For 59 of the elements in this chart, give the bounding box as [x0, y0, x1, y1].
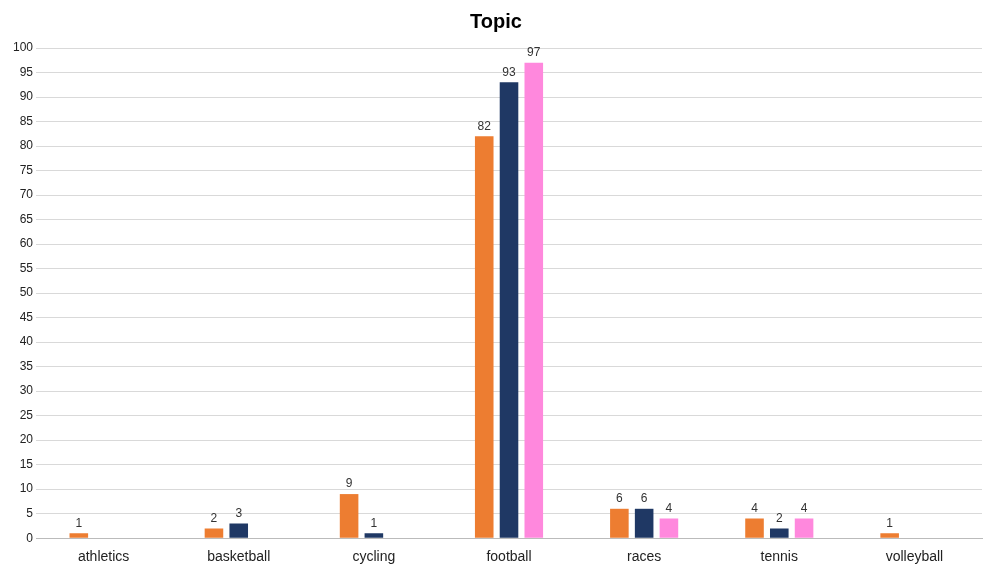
data-label: 4	[800, 500, 808, 515]
y-tick-label: 100	[12, 40, 34, 55]
y-tick-label: 5	[26, 506, 34, 520]
y-tick-label: 70	[19, 187, 34, 202]
bar	[880, 533, 899, 538]
y-tick-label: 85	[19, 113, 34, 128]
bar	[794, 518, 814, 538]
bar	[770, 528, 789, 538]
data-label: 1	[886, 515, 894, 530]
data-label: 6	[640, 491, 648, 506]
chart-title: Topic	[470, 9, 522, 32]
x-tick-label: tennis	[760, 548, 798, 565]
bar	[499, 82, 519, 538]
y-tick-label: 95	[19, 64, 34, 79]
y-tick-label: 90	[19, 89, 34, 104]
bar	[339, 494, 359, 538]
y-tick-label: 80	[19, 138, 34, 153]
y-tick-label: 50	[19, 285, 34, 300]
data-label: 93	[502, 64, 516, 79]
bar	[69, 533, 89, 538]
bar	[524, 62, 544, 538]
bar	[204, 528, 224, 538]
y-tick-label: 75	[19, 162, 34, 177]
data-label: 2	[775, 510, 783, 525]
y-tick-label: 55	[19, 260, 34, 275]
x-tick-label: basketball	[207, 548, 271, 565]
data-label: 3	[235, 505, 243, 520]
y-tick-label: 15	[19, 456, 34, 471]
y-tick-label: 25	[19, 407, 34, 422]
bar	[229, 523, 249, 538]
bar	[364, 533, 384, 538]
data-label: 97	[527, 45, 541, 60]
y-tick-label: 20	[19, 432, 34, 447]
x-tick-label: cycling	[352, 548, 396, 565]
data-label: 82	[477, 118, 492, 133]
x-tick-label: races	[627, 548, 662, 565]
x-tick-label: athletics	[77, 548, 130, 565]
bar	[634, 508, 654, 538]
data-label: 6	[616, 491, 624, 506]
x-tick-label: volleyball	[885, 548, 944, 565]
bar	[745, 518, 764, 538]
data-label: 1	[75, 515, 83, 530]
y-tick-label: 10	[19, 481, 34, 496]
data-label: 9	[345, 476, 353, 491]
x-tick-label: football	[486, 548, 532, 565]
y-tick-label: 60	[19, 236, 34, 251]
data-label: 4	[751, 500, 759, 515]
bar	[610, 508, 629, 538]
data-label: 4	[665, 500, 673, 515]
bar	[474, 136, 494, 538]
y-tick-label: 45	[19, 309, 34, 324]
y-tick-label: 65	[19, 211, 34, 226]
y-tick-label: 35	[19, 358, 34, 373]
y-tick-label: 30	[19, 383, 34, 398]
y-tick-label: 40	[19, 334, 34, 349]
data-label: 2	[210, 510, 218, 525]
data-label: 1	[370, 515, 378, 530]
y-tick-label: 0	[26, 530, 34, 545]
bar	[659, 518, 679, 538]
